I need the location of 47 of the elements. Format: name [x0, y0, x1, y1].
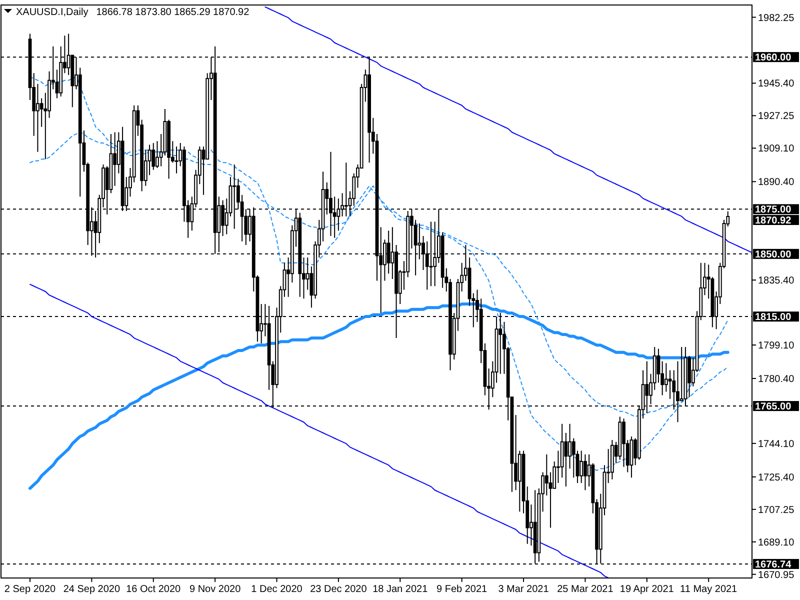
text: 1870.92 [755, 216, 792, 226]
x-tick-label: 2 Sep 2020 [4, 584, 56, 595]
candlestick [580, 450, 584, 484]
y-tick-label: 1909.10 [758, 144, 795, 155]
x-tick-label: 9 Feb 2021 [436, 584, 488, 595]
chart-subtitle: 1866.78 1873.80 1865.29 1870.92 [96, 7, 250, 18]
y-tick-label: 1725.40 [758, 472, 795, 484]
line-series [30, 284, 609, 578]
candlestick [656, 348, 660, 384]
candlestick [688, 355, 692, 398]
candlestick [564, 432, 568, 488]
ref-line-label: 1875.00 [755, 204, 792, 216]
x-tick-label: 23 Dec 2020 [310, 584, 368, 595]
y-tick-label: 1689.10 [758, 537, 795, 548]
candlestick [668, 370, 672, 400]
line-series [264, 6, 752, 253]
y-tick-label: 1890.40 [758, 177, 795, 188]
y-tick-label: 1780.40 [758, 374, 795, 385]
ref-line-label: 1960.00 [755, 52, 792, 64]
ref-line-label: 1676.74 [755, 559, 792, 570]
y-tick-label: 1982.25 [758, 12, 795, 24]
candlestick [584, 454, 587, 491]
ref-line-label: 1850.00 [755, 249, 792, 260]
y-tick-label: 1927.25 [758, 111, 795, 122]
x-tick-label: 24 Sep 2020 [63, 584, 120, 595]
candlestick [36, 83, 40, 152]
candlestick [113, 132, 117, 186]
x-tick-label: 16 Oct 2020 [126, 584, 182, 595]
x-tick-label: 18 Jan 2021 [372, 584, 428, 595]
x-tick-label: 9 Nov 2020 [189, 584, 242, 595]
x-tick-label: 1 Dec 2020 [251, 584, 303, 595]
candlestick [109, 134, 113, 194]
candlestick [174, 146, 178, 174]
ref-line-label: 1815.00 [755, 312, 792, 324]
x-tick-label: 11 May 2021 [680, 584, 738, 595]
y-tick-label: 1945.40 [758, 78, 795, 90]
chart-title: XAUUSD.I,Daily [16, 7, 88, 18]
ref-line-label: 1765.00 [755, 402, 792, 413]
x-tick-label: 3 Mar 2021 [498, 584, 550, 595]
y-tick-label: 1670.95 [758, 570, 795, 581]
y-tick-label: 1744.10 [758, 438, 795, 450]
x-tick-label: 25 Mar 2021 [557, 584, 614, 595]
y-tick-label: 1799.10 [758, 340, 795, 352]
x-tick-label: 19 Apr 2021 [620, 584, 674, 595]
y-tick-label: 1707.25 [758, 504, 795, 516]
y-tick-label: 1835.40 [758, 276, 795, 287]
candlestick [610, 440, 614, 480]
